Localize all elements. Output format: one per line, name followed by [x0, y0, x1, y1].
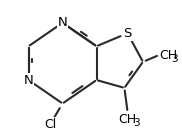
Text: 3: 3 [171, 54, 177, 64]
Text: S: S [123, 27, 132, 40]
Text: CH: CH [159, 49, 177, 62]
Text: N: N [58, 16, 67, 29]
Text: Cl: Cl [44, 118, 56, 131]
Text: N: N [24, 74, 33, 87]
Text: CH: CH [118, 113, 136, 126]
Text: 3: 3 [133, 118, 140, 128]
